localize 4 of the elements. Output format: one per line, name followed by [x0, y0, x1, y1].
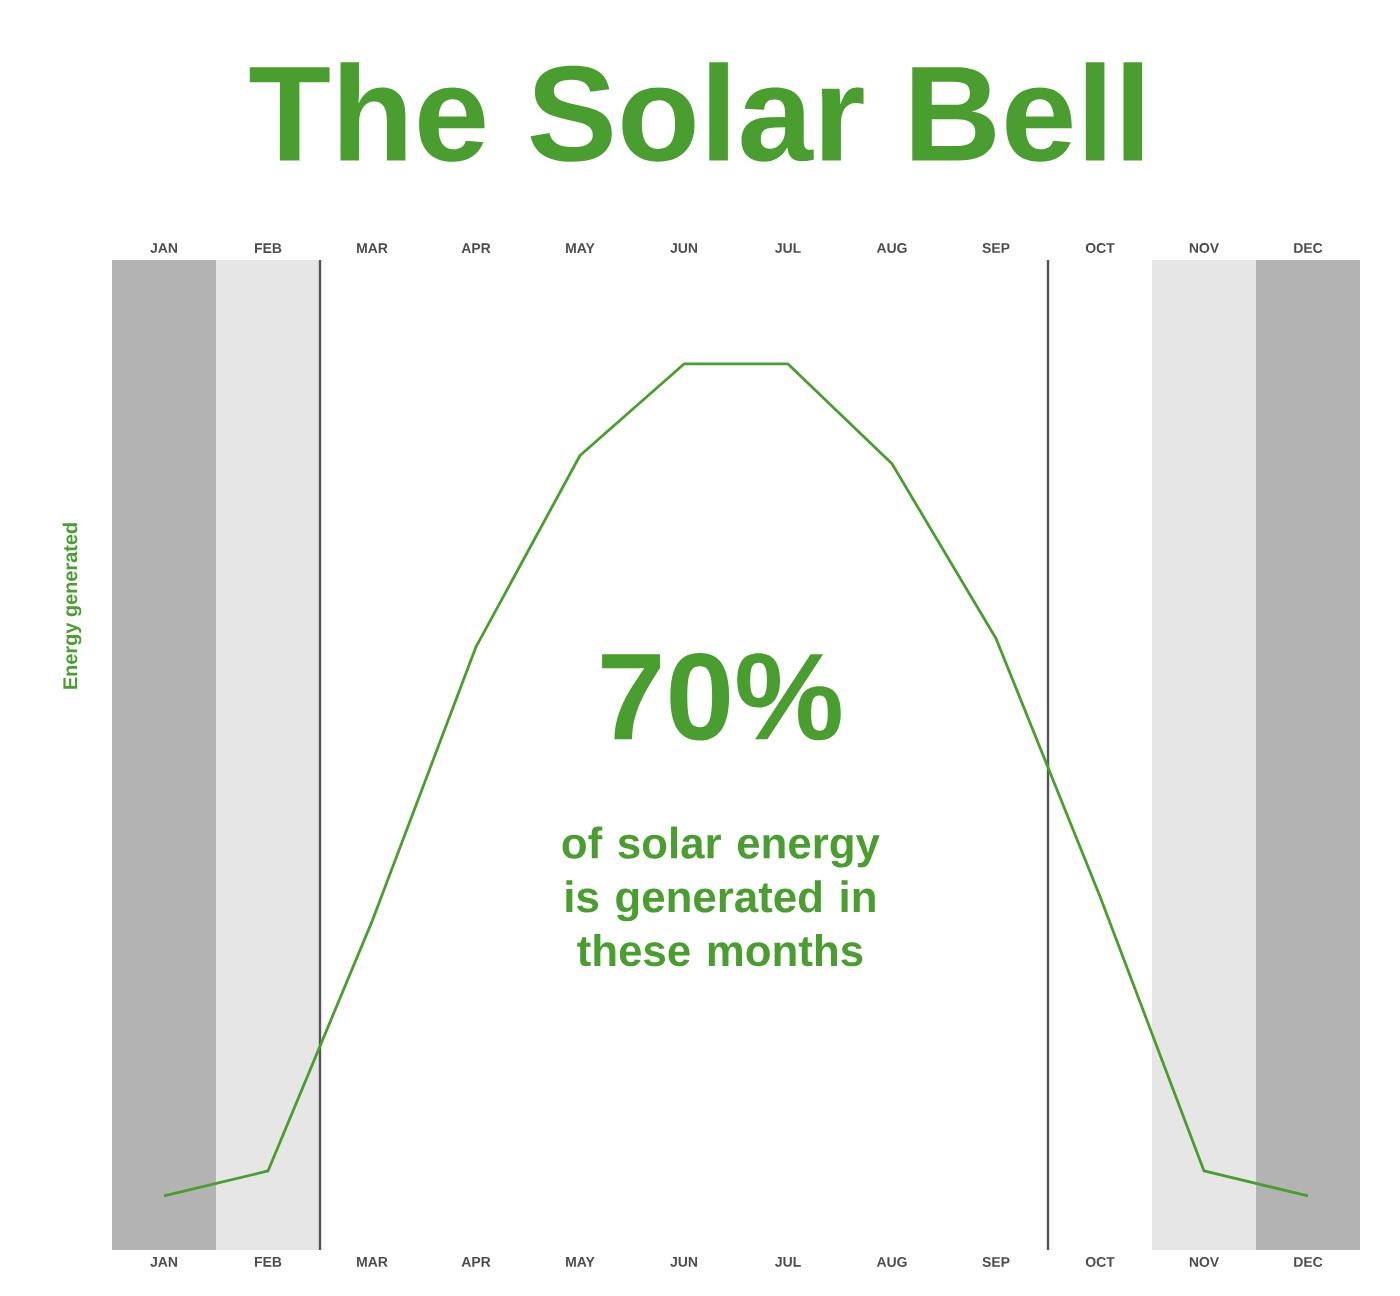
y-axis-title: Energy generated [62, 523, 82, 689]
annotation: 70% [602, 653, 841, 741]
chart-title: The Solar Bell [249, 62, 1143, 162]
annotation: of solar energy is generated in these months [562, 826, 880, 967]
